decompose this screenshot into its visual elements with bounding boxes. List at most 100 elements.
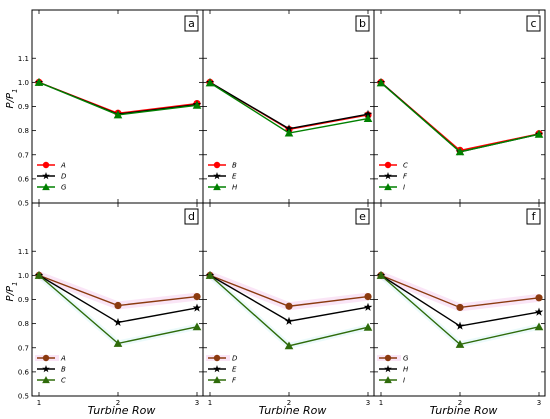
legend-label-C: C	[403, 162, 408, 170]
panel-label-box	[355, 15, 370, 32]
x-tick-label: 2	[287, 399, 291, 407]
panel-a: 0.5 0.6 0.7 0.8 0.9 1.0 1.1 a ADG P/P1	[5, 9, 204, 208]
x-tick-label: 1	[379, 399, 383, 407]
series-glow	[208, 271, 369, 311]
data-point-A	[193, 293, 201, 301]
panel-c: c CFI	[373, 9, 546, 204]
panel-frame	[202, 9, 375, 204]
legend-label-B: B	[61, 366, 66, 374]
y-tick-label: 0.6	[18, 368, 30, 376]
data-point-H	[363, 114, 373, 123]
data-point-I	[455, 147, 465, 156]
series-line-I	[380, 82, 540, 153]
y-tick-label: 0.9	[18, 296, 29, 304]
data-point-G	[34, 78, 44, 86]
data-point-I	[455, 340, 465, 348]
legend-marker-I	[384, 183, 392, 191]
y-tick-label: 1.0	[18, 272, 29, 280]
legend-label-D: D	[232, 355, 238, 363]
panel-d: 0.5 0.6 0.7 0.8 0.9 1.0 1.1 1 2 3 d ABC Turbine Row P…	[5, 202, 204, 417]
x-tick-label: 2	[116, 399, 120, 407]
y-tick-label: 1.0	[18, 79, 29, 87]
data-point-H	[284, 128, 294, 137]
x-axis-label: Turbine Row	[259, 404, 327, 417]
panel-label: e	[359, 210, 366, 223]
legend-label-B: B	[232, 162, 237, 170]
x-axis-label: Turbine Row	[88, 404, 156, 417]
legend-marker-I	[384, 376, 392, 384]
legend-marker-H	[213, 183, 221, 191]
y-axis-label: P/P1	[5, 89, 19, 109]
x-tick-label: 1	[37, 399, 41, 407]
legend-marker-E	[213, 172, 221, 180]
y-tick-label: 1.1	[18, 55, 29, 63]
legend-marker-H	[384, 365, 392, 373]
panel-frame	[373, 9, 546, 204]
data-point-F	[284, 341, 294, 350]
data-point-C	[113, 339, 123, 347]
x-tick-label: 3	[537, 399, 541, 407]
legend-marker-B	[213, 161, 221, 169]
data-point-H	[534, 307, 544, 316]
legend-marker-G	[384, 354, 392, 362]
legend-marker-B	[42, 365, 50, 373]
legend-marker-E	[213, 365, 221, 373]
data-point-F	[363, 322, 373, 331]
legend-label-C: C	[61, 377, 66, 385]
series-line-D	[38, 81, 198, 115]
legend-marker-G	[42, 183, 50, 191]
x-tick-label: 2	[458, 399, 462, 407]
series-glow	[379, 271, 540, 312]
y-axis-label-sub: 1	[11, 282, 19, 286]
legend-marker-F	[213, 376, 221, 384]
data-point-D	[364, 293, 372, 301]
legend-label-H: H	[403, 366, 409, 374]
y-tick-label: 0.5	[18, 393, 29, 401]
data-point-G	[192, 100, 202, 109]
data-point-E	[284, 316, 294, 325]
panel-label: c	[530, 17, 536, 30]
data-point-G	[456, 303, 464, 312]
panel-f: 1 2 3 f GHI Turbine Row	[373, 202, 546, 417]
y-axis-label: P/P1	[5, 282, 19, 302]
legend-label-G: G	[403, 355, 409, 363]
panel-label-box	[184, 15, 199, 32]
legend-marker-A	[42, 161, 50, 169]
data-point-D	[285, 302, 293, 310]
legend-marker-C	[384, 161, 392, 169]
legend-marker-D	[213, 354, 221, 362]
data-point-C	[34, 271, 44, 279]
legend-label-E: E	[232, 173, 237, 181]
panel-label: a	[188, 17, 195, 30]
panel-e: 1 2 3 e DEF Turbine Row	[202, 202, 375, 417]
legend-marker-A	[42, 354, 50, 362]
x-tick-label: 3	[366, 399, 370, 407]
data-point-F	[205, 271, 215, 279]
legend-label-D: D	[61, 173, 67, 181]
data-point-H	[205, 78, 215, 87]
legend-label-I: I	[403, 184, 405, 192]
y-tick-label: 0.7	[18, 344, 29, 352]
series-line-F	[380, 81, 540, 153]
x-axis-label: Turbine Row	[430, 404, 498, 417]
data-point-B	[192, 303, 202, 312]
series-glow	[37, 271, 198, 310]
data-point-A	[114, 301, 122, 310]
data-point-G	[113, 110, 123, 119]
legend-label-G: G	[61, 184, 67, 192]
legend-marker-F	[384, 172, 392, 180]
data-point-B	[113, 317, 123, 327]
y-axis-label-main: P/P	[5, 285, 16, 301]
panel-label-box	[184, 208, 199, 225]
data-point-E	[363, 109, 373, 118]
y-tick-label: 0.8	[18, 127, 29, 135]
panel-label: f	[532, 210, 537, 223]
series-line-E	[209, 81, 369, 130]
legend-marker-C	[42, 376, 50, 384]
y-tick-label: 0.7	[18, 151, 29, 159]
data-point-I	[376, 271, 386, 279]
y-tick-label: 0.9	[18, 103, 29, 111]
data-point-H	[455, 321, 465, 330]
y-tick-label: 0.6	[18, 175, 30, 183]
data-point-E	[284, 124, 294, 133]
